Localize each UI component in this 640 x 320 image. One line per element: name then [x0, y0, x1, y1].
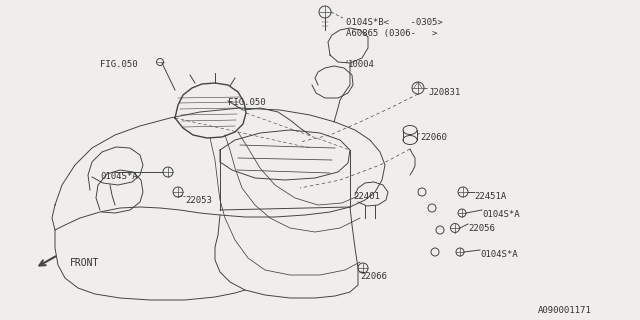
- Text: 0104S*A: 0104S*A: [100, 172, 138, 181]
- Text: FRONT: FRONT: [70, 258, 99, 268]
- Text: FIG.050: FIG.050: [100, 60, 138, 69]
- Text: 22066: 22066: [360, 272, 387, 281]
- Text: FIG.050: FIG.050: [228, 98, 266, 107]
- Text: 22060: 22060: [420, 133, 447, 142]
- Text: A090001171: A090001171: [538, 306, 592, 315]
- Text: 0104S*B<    -0305>: 0104S*B< -0305>: [346, 18, 443, 27]
- Text: J20831: J20831: [428, 88, 460, 97]
- Text: 22401: 22401: [353, 192, 380, 201]
- Text: 22451A: 22451A: [474, 192, 506, 201]
- Text: 0104S*A: 0104S*A: [480, 250, 518, 259]
- Text: 22053: 22053: [185, 196, 212, 205]
- Text: 0104S*A: 0104S*A: [482, 210, 520, 219]
- Text: A60865 (0306-   >: A60865 (0306- >: [346, 29, 437, 38]
- Text: 22056: 22056: [468, 224, 495, 233]
- Text: 10004: 10004: [348, 60, 375, 69]
